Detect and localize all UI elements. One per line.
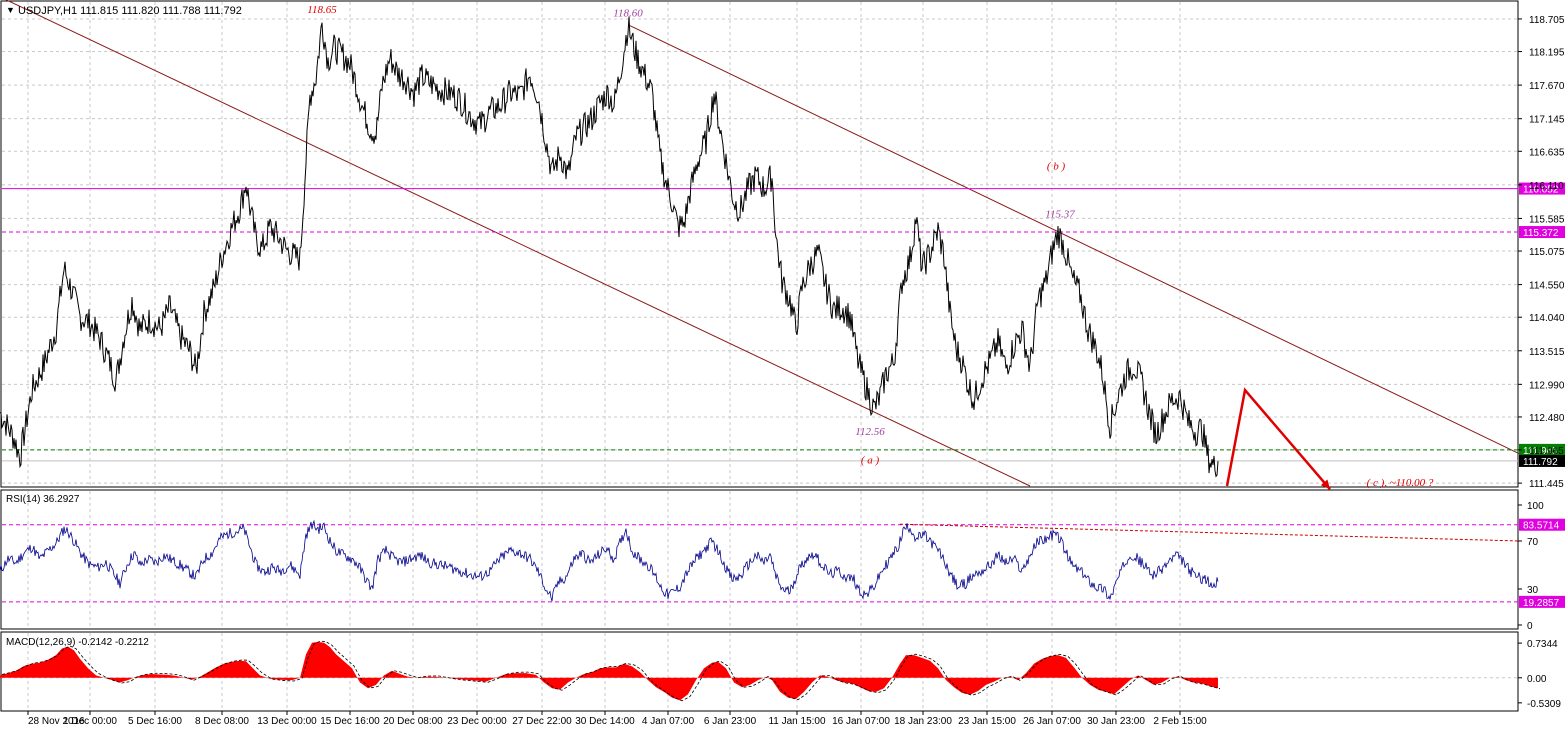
price-line [0,16,1219,478]
price-tick-label: 118.195 [1529,48,1565,59]
rsi-level-label: 19.2857 [1523,598,1560,609]
x-tick-label: 23 Jan 15:00 [958,716,1016,727]
wave-label: 118.60 [613,8,643,20]
channel-line [629,25,1521,455]
price-tick-label: 111.445 [1529,479,1564,490]
rsi-info: RSI(14) 36.2927 [6,494,80,505]
macd-series [0,640,1518,702]
price-tick-label: 112.990 [1529,380,1565,391]
level-price-label: 111.965 [1523,446,1558,457]
rsi-series: 83.5714 19.2857 [0,518,1565,609]
price-tick-label: 114.550 [1529,281,1565,292]
rsi-tick-label: 100 [1527,501,1544,512]
x-tick-label: 4 Jan 07:00 [642,716,695,727]
price-tick-label: 114.040 [1529,313,1565,324]
level-price-label: 115.372 [1523,228,1559,239]
price-tick-label: 118.705 [1529,15,1565,26]
price-tick-label: 116.110 [1529,181,1564,192]
x-tick-label: 8 Dec 08:00 [195,716,249,727]
projection-arrow [1225,387,1331,491]
macd-histogram [0,641,1218,701]
x-tick-label: 23 Dec 00:00 [447,716,507,727]
projection-line [1225,387,1331,491]
rsi-tick-label: 30 [1527,585,1539,596]
symbol-info: USDJPY,H1 111.815 111.820 111.788 111.79… [18,5,242,17]
current-price-tag [1519,454,1565,467]
current-price-label: 111.792 [1523,457,1558,468]
main-panel[interactable] [0,0,1519,488]
level-price-tag [1519,443,1565,456]
rsi-tick-label: 0 [1527,621,1533,632]
price-tick-label: 115.585 [1529,214,1565,225]
wave-label: 115.37 [1045,208,1075,220]
wave-label: ( c ), ~110.00 ? [1367,477,1434,489]
price-tick-label: 116.635 [1529,147,1565,158]
level-price-tag [1519,226,1565,239]
x-tick-label: 16 Jan 07:00 [832,716,890,727]
wave-label: 118.65 [307,4,337,16]
x-tick-label: 27 Dec 22:00 [512,716,572,727]
channel-lines [5,0,1521,487]
rsi-level-tag [1519,595,1565,608]
x-tick-label: 1 Dec 00:00 [63,716,117,727]
x-tick-label: 20 Dec 08:00 [383,716,443,727]
x-tick-label: 5 Dec 16:00 [128,716,182,727]
wave-annotations: 118.65 118.60 ( b ) 115.37 112.56 ( a ) ( c ),… [307,4,1434,489]
macd-info: MACD(12,26,9) -0.2142 -0.2212 [6,637,149,648]
wave-label: ( a ) [861,455,880,467]
price-series [0,16,1219,478]
x-tick-label: 13 Dec 00:00 [257,716,317,727]
x-tick-label: 11 Jan 15:00 [768,716,826,727]
level-price-label: 116.052 [1523,185,1559,196]
x-tick-label: 30 Dec 14:00 [575,716,635,727]
wave-label: ( b ) [1047,161,1066,173]
x-tick-label: 15 Dec 16:00 [320,716,380,727]
x-tick-label: 6 Jan 23:00 [704,716,757,727]
channel-line [5,0,1031,487]
price-tick-label: 113.515 [1529,347,1565,358]
projection-arrowhead [1320,479,1330,490]
rsi-level-label: 83.5714 [1523,521,1560,532]
x-tick-label: 2 Feb 15:00 [1153,716,1207,727]
price-tick-label: 111.965 [1529,446,1564,457]
x-tick-label: 30 Jan 23:00 [1087,716,1145,727]
level-price-tag [1519,182,1565,195]
rsi-panel[interactable] [0,489,1519,630]
price-tick-label: 117.145 [1529,115,1565,126]
x-tick-label: 26 Jan 07:00 [1023,716,1081,727]
rsi-line [0,519,1219,602]
x-tick-label: 18 Jan 23:00 [894,716,952,727]
grid-lines [2,2,1518,710]
macd-tick-label: -0.5309 [1527,699,1561,710]
chart-menu-icon[interactable]: ▼ [6,5,15,15]
price-tick-label: 117.670 [1529,81,1565,92]
rsi-trendline [899,523,1521,542]
rsi-level-tag [1519,518,1565,531]
macd-tick-label: 0.00 [1527,674,1547,685]
macd-tick-label: 0.7344 [1527,639,1558,650]
rsi-tick-label: 70 [1527,537,1539,548]
price-tick-label: 115.075 [1529,247,1565,258]
x-tick-label: 28 Nov 2016 [28,716,85,727]
wave-label: 112.56 [855,426,885,438]
price-tick-label: 112.480 [1529,413,1565,424]
